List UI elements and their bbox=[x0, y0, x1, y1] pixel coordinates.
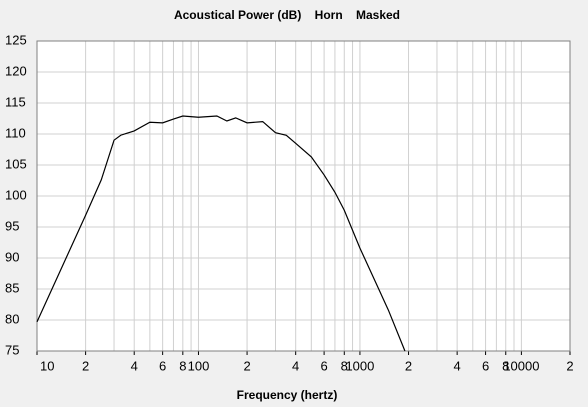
y-tick-label: 95 bbox=[5, 218, 19, 233]
y-tick-label: 100 bbox=[5, 187, 27, 202]
y-tick-label: 115 bbox=[5, 94, 26, 109]
x-tick-label: 1000 bbox=[345, 358, 374, 373]
y-tick-label: 120 bbox=[5, 63, 27, 78]
y-tick-label: 90 bbox=[5, 249, 19, 264]
chart-title: Acoustical Power (dB) Horn Masked bbox=[174, 8, 400, 22]
y-tick-label: 80 bbox=[5, 311, 19, 326]
y-tick-label: 125 bbox=[5, 32, 27, 47]
x-tick-label: 2 bbox=[82, 358, 89, 373]
y-tick-label: 85 bbox=[5, 280, 19, 295]
x-tick-label: 10000 bbox=[503, 358, 539, 373]
y-tick-label: 105 bbox=[5, 156, 27, 171]
plot-border bbox=[36, 40, 571, 352]
x-tick-label: 6 bbox=[482, 358, 489, 373]
x-tick-label: 10 bbox=[40, 358, 54, 373]
x-tick-label: 2 bbox=[405, 358, 412, 373]
x-tick-label: 6 bbox=[320, 358, 327, 373]
x-tick-label: 4 bbox=[292, 358, 299, 373]
x-tick-label: 4 bbox=[131, 358, 138, 373]
x-tick-label: 8 bbox=[179, 358, 186, 373]
x-tick-label: 100 bbox=[188, 358, 210, 373]
x-axis-label: Frequency (hertz) bbox=[237, 388, 338, 402]
y-tick-label: 110 bbox=[5, 125, 26, 140]
data-line bbox=[36, 115, 406, 352]
x-tick-label: 6 bbox=[159, 358, 166, 373]
x-tick-label: 8 bbox=[502, 358, 509, 373]
x-tick-label: 2 bbox=[243, 358, 250, 373]
x-tick-label: 4 bbox=[454, 358, 461, 373]
x-tick-label: 2 bbox=[566, 358, 573, 373]
x-tick-label: 8 bbox=[341, 358, 348, 373]
y-tick-label: 75 bbox=[5, 342, 19, 357]
